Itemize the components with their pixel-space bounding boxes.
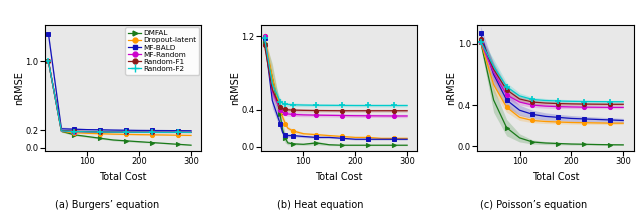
- Y-axis label: nRMSE: nRMSE: [14, 71, 24, 105]
- Y-axis label: nRMSE: nRMSE: [230, 71, 240, 105]
- Text: (c) Poisson’s equation: (c) Poisson’s equation: [480, 200, 587, 210]
- X-axis label: Total Cost: Total Cost: [532, 172, 579, 182]
- X-axis label: Total Cost: Total Cost: [316, 172, 363, 182]
- Text: (b) Heat equation: (b) Heat equation: [276, 200, 364, 210]
- Y-axis label: nRMSE: nRMSE: [446, 71, 456, 105]
- Legend: DMFAL, Dropout-latent, MF-BALD, MF-Random, Random-F1, Random-F2: DMFAL, Dropout-latent, MF-BALD, MF-Rando…: [125, 27, 199, 75]
- X-axis label: Total Cost: Total Cost: [99, 172, 147, 182]
- Text: (a) Burgers’ equation: (a) Burgers’ equation: [54, 200, 159, 210]
